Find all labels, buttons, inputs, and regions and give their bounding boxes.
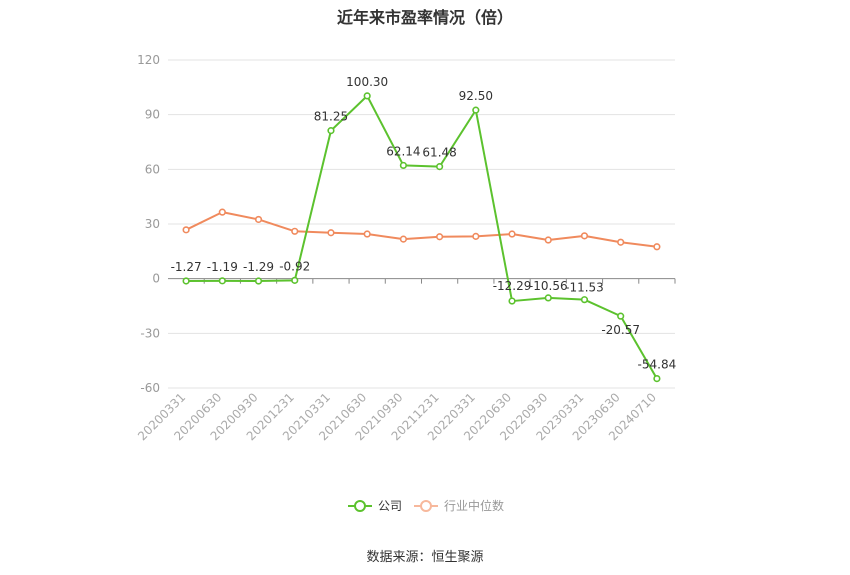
industry-data-point <box>472 232 480 240</box>
industry-data-point <box>363 230 371 238</box>
company-data-point <box>291 276 299 284</box>
company-data-point <box>653 374 661 383</box>
data-label: 62.14 <box>386 144 420 158</box>
legend-industry-label: 行业中位数 <box>444 498 504 513</box>
company-data-point <box>436 163 444 171</box>
industry-data-point <box>580 232 589 240</box>
company-data-point <box>580 296 589 304</box>
source-note: 数据来源：恒生聚源 <box>366 550 484 565</box>
data-label: -0.92 <box>279 259 310 273</box>
company-data-point <box>254 277 263 285</box>
legend-company-label: 公司 <box>378 499 402 513</box>
industry-data-point <box>653 243 661 251</box>
data-label: 81.25 <box>314 110 348 124</box>
industry-data-point <box>291 227 299 235</box>
company-data-point <box>472 106 480 114</box>
company-data-point <box>363 92 371 100</box>
y-tick-label: 0 <box>152 272 160 286</box>
data-label: -10.56 <box>529 279 568 293</box>
industry-data-point <box>327 229 335 237</box>
chart-title: 近年来市盈率情况（倍） <box>336 8 513 27</box>
company-data-point <box>617 312 625 320</box>
data-label: -1.27 <box>171 260 202 274</box>
data-label: -20.57 <box>601 323 640 337</box>
data-label: -54.84 <box>638 358 677 372</box>
data-label: 100.30 <box>346 75 388 89</box>
data-label: 92.50 <box>459 89 493 103</box>
y-tick-label: -60 <box>140 381 160 395</box>
data-label: -1.29 <box>243 260 274 274</box>
legend-industry-marker <box>420 500 432 512</box>
y-tick-label: 30 <box>145 217 160 231</box>
legend-company-marker <box>354 500 366 512</box>
y-tick-label: 120 <box>137 53 160 67</box>
series-line-industry-median <box>185 211 658 248</box>
industry-data-point <box>617 238 625 246</box>
industry-data-point <box>218 208 226 216</box>
company-data-point <box>182 277 190 285</box>
industry-data-point <box>254 215 263 224</box>
company-data-point <box>508 297 516 305</box>
series-line-company <box>186 94 658 380</box>
industry-data-point <box>399 235 407 243</box>
company-data-point <box>399 161 407 170</box>
company-data-point <box>544 294 552 302</box>
y-tick-label: -30 <box>140 326 160 340</box>
y-tick-label: 90 <box>145 108 160 122</box>
data-label: -12.29 <box>493 279 532 293</box>
industry-data-point <box>182 226 190 234</box>
industry-data-point <box>436 233 444 241</box>
data-label: 61.48 <box>422 146 456 160</box>
company-data-point <box>218 277 226 285</box>
industry-data-point <box>508 230 516 238</box>
y-tick-label: 60 <box>145 162 160 176</box>
data-label: -1.19 <box>207 260 238 274</box>
industry-data-point <box>544 236 552 244</box>
data-label: -11.53 <box>565 281 604 295</box>
company-data-point <box>327 127 335 135</box>
